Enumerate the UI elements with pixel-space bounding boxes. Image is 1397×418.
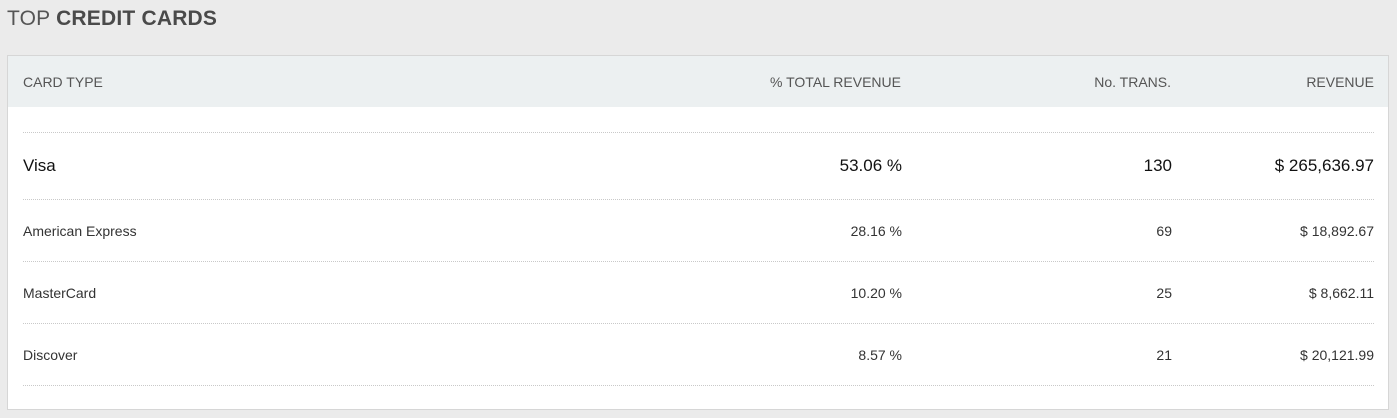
pct-total-revenue-cell: 10.20 % [850,284,902,301]
table-row[interactable]: American Express 28.16 % 69 $ 18,892.67 [23,200,1374,262]
header-num-trans[interactable]: No. TRANS. [1094,74,1171,90]
card-type-cell: Discover [23,346,78,363]
header-revenue[interactable]: REVENUE [1306,74,1374,90]
revenue-cell: $ 265,636.97 [1274,156,1374,175]
pct-total-revenue-cell: 8.57 % [858,346,902,363]
num-trans-cell: 130 [1143,156,1172,175]
pct-total-revenue-cell: 53.06 % [839,156,902,175]
card-type-cell: American Express [23,222,137,239]
table-spacer-row [23,107,1374,133]
credit-cards-table-panel: CARD TYPE % TOTAL REVENUE No. TRANS. REV… [7,55,1389,410]
table-row[interactable]: Visa 53.06 % 130 $ 265,636.97 [23,133,1374,200]
card-type-cell: MasterCard [23,284,97,301]
revenue-cell: $ 20,121.99 [1300,346,1374,363]
header-pct-total-revenue[interactable]: % TOTAL REVENUE [770,74,901,90]
table-row[interactable]: MasterCard 10.20 % 25 $ 8,662.11 [23,262,1374,324]
page-title: TOP CREDIT CARDS [7,6,217,32]
page-title-bold: CREDIT CARDS [56,7,218,30]
card-type-cell: Visa [23,156,56,175]
table-header: CARD TYPE % TOTAL REVENUE No. TRANS. REV… [8,56,1388,107]
num-trans-cell: 21 [1156,346,1172,363]
num-trans-cell: 25 [1156,284,1172,301]
revenue-cell: $ 8,662.11 [1308,284,1374,301]
revenue-cell: $ 18,892.67 [1300,222,1374,239]
table-row[interactable]: Discover 8.57 % 21 $ 20,121.99 [23,324,1374,386]
num-trans-cell: 69 [1156,222,1172,239]
pct-total-revenue-cell: 28.16 % [850,222,902,239]
page-title-light: TOP [7,7,51,30]
header-card-type[interactable]: CARD TYPE [23,74,103,90]
